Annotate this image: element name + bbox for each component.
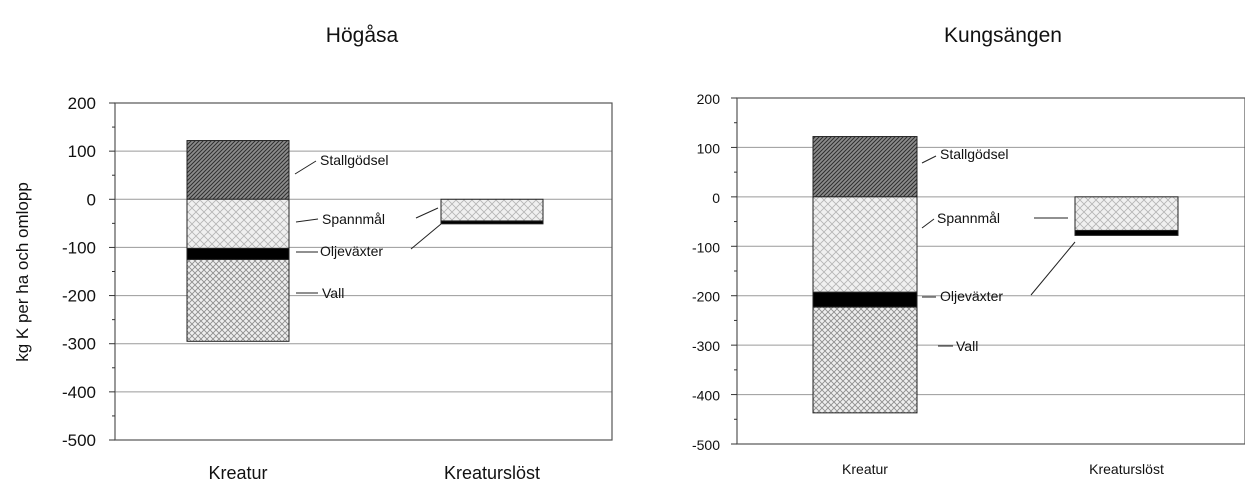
bar-segment-stallgödsel <box>186 140 290 200</box>
annotation-label: Spannmål <box>322 211 385 227</box>
bar-segment-oljeväxter <box>440 220 544 225</box>
y-tick-label: -400 <box>692 388 720 404</box>
y-tick-label: -500 <box>692 437 720 453</box>
annotation-label: Oljeväxter <box>940 288 1003 304</box>
bar-segment-spannmål <box>440 198 544 222</box>
bar-segment-vall <box>186 258 290 342</box>
y-tick-label: -100 <box>692 239 720 255</box>
annotation-label: Vall <box>322 285 344 301</box>
x-category-label: Kreaturslöst <box>1089 461 1164 477</box>
annotation-leader <box>921 218 935 229</box>
annotation-label: Stallgödsel <box>940 146 1009 162</box>
annotation-leader <box>294 160 317 175</box>
bar-segment-spannmål <box>812 196 918 293</box>
y-tick-label: -300 <box>692 338 720 354</box>
y-tick-label: 200 <box>68 94 96 113</box>
y-tick-label: 100 <box>68 142 96 161</box>
annotation-label: Stallgödsel <box>320 152 389 168</box>
annotation-leader <box>295 218 319 223</box>
y-tick-label: 200 <box>697 91 721 107</box>
annotation-leader <box>921 155 937 164</box>
chart-panel-1: Högåsa 200 100 0 -100 -200 -300 -400 -500 Kreatur… <box>62 24 613 483</box>
y-tick-label: -100 <box>62 238 96 257</box>
y-tick-label: -400 <box>62 383 96 402</box>
y-tick-label: 0 <box>87 190 96 209</box>
annotation-leader <box>410 223 442 250</box>
bar-segment-stallgödsel <box>812 136 918 198</box>
y-tick-label: 0 <box>712 190 720 206</box>
bar-segment-vall <box>812 306 918 414</box>
y-tick-label: -300 <box>62 335 96 354</box>
bar-segment-oljeväxter <box>186 247 290 260</box>
annotation-label: Spannmål <box>937 210 1000 226</box>
x-category-label: Kreaturslöst <box>444 463 540 483</box>
annotation-label: Vall <box>956 338 978 354</box>
bar-segment-spannmål <box>1074 196 1179 231</box>
y-tick-label: -500 <box>62 431 96 450</box>
bar-segment-oljeväxter <box>812 291 918 308</box>
y-tick-label: -200 <box>62 287 96 306</box>
chart-panel-2: Kungsängen 200 100 0 -100 -200 -300 -400 -500 Kre… <box>692 24 1245 477</box>
annotation-label: Oljeväxter <box>320 243 383 259</box>
x-category-label: Kreatur <box>208 463 267 483</box>
y-tick-label: -200 <box>692 289 720 305</box>
annotation-leader <box>1030 241 1076 296</box>
y-axis-label: kg K per ha och omlopp <box>13 182 32 362</box>
bar-segment-spannmål <box>186 198 290 249</box>
bar-segment-oljeväxter <box>1074 229 1179 236</box>
chart-title: Högåsa <box>326 24 399 47</box>
annotation-leader <box>415 207 439 219</box>
y-tick-label: 100 <box>697 140 721 156</box>
chart-title: Kungsängen <box>944 24 1062 47</box>
x-category-label: Kreatur <box>842 461 888 477</box>
